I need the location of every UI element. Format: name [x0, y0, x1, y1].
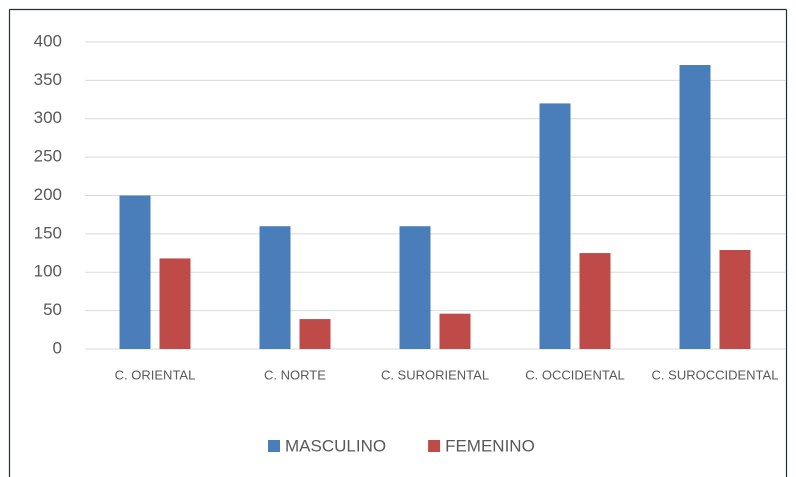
legend-swatch	[428, 440, 441, 452]
x-tick-label: C. ORIENTAL	[115, 367, 196, 382]
y-tick-label: 250	[34, 147, 62, 166]
bar	[299, 319, 331, 349]
y-tick-label: 0	[53, 338, 62, 357]
x-tick-label: C. OCCIDENTAL	[525, 367, 624, 382]
legend-swatch	[268, 440, 280, 452]
bar	[439, 313, 471, 349]
legend-label: MASCULINO	[285, 436, 386, 455]
x-tick-label: C. SUROCCIDENTAL	[652, 367, 779, 382]
bar	[719, 249, 751, 349]
y-tick-label: 200	[34, 185, 62, 204]
bar	[159, 258, 191, 349]
y-tick-label: 350	[34, 70, 62, 89]
y-tick-label: 150	[34, 223, 62, 242]
y-tick-label: 300	[34, 108, 62, 127]
legend-label: FEMENINO	[445, 436, 535, 455]
bar	[399, 226, 431, 349]
y-tick-label: 400	[34, 31, 62, 50]
x-tick-label: C. SURORIENTAL	[381, 367, 489, 382]
bar	[539, 103, 571, 350]
y-tick-label: 50	[43, 300, 62, 319]
x-tick-label: C. NORTE	[264, 367, 326, 382]
bar	[119, 195, 151, 349]
y-tick-label: 100	[34, 262, 62, 281]
bar	[579, 253, 611, 349]
bar	[259, 226, 291, 349]
bar	[679, 65, 711, 350]
